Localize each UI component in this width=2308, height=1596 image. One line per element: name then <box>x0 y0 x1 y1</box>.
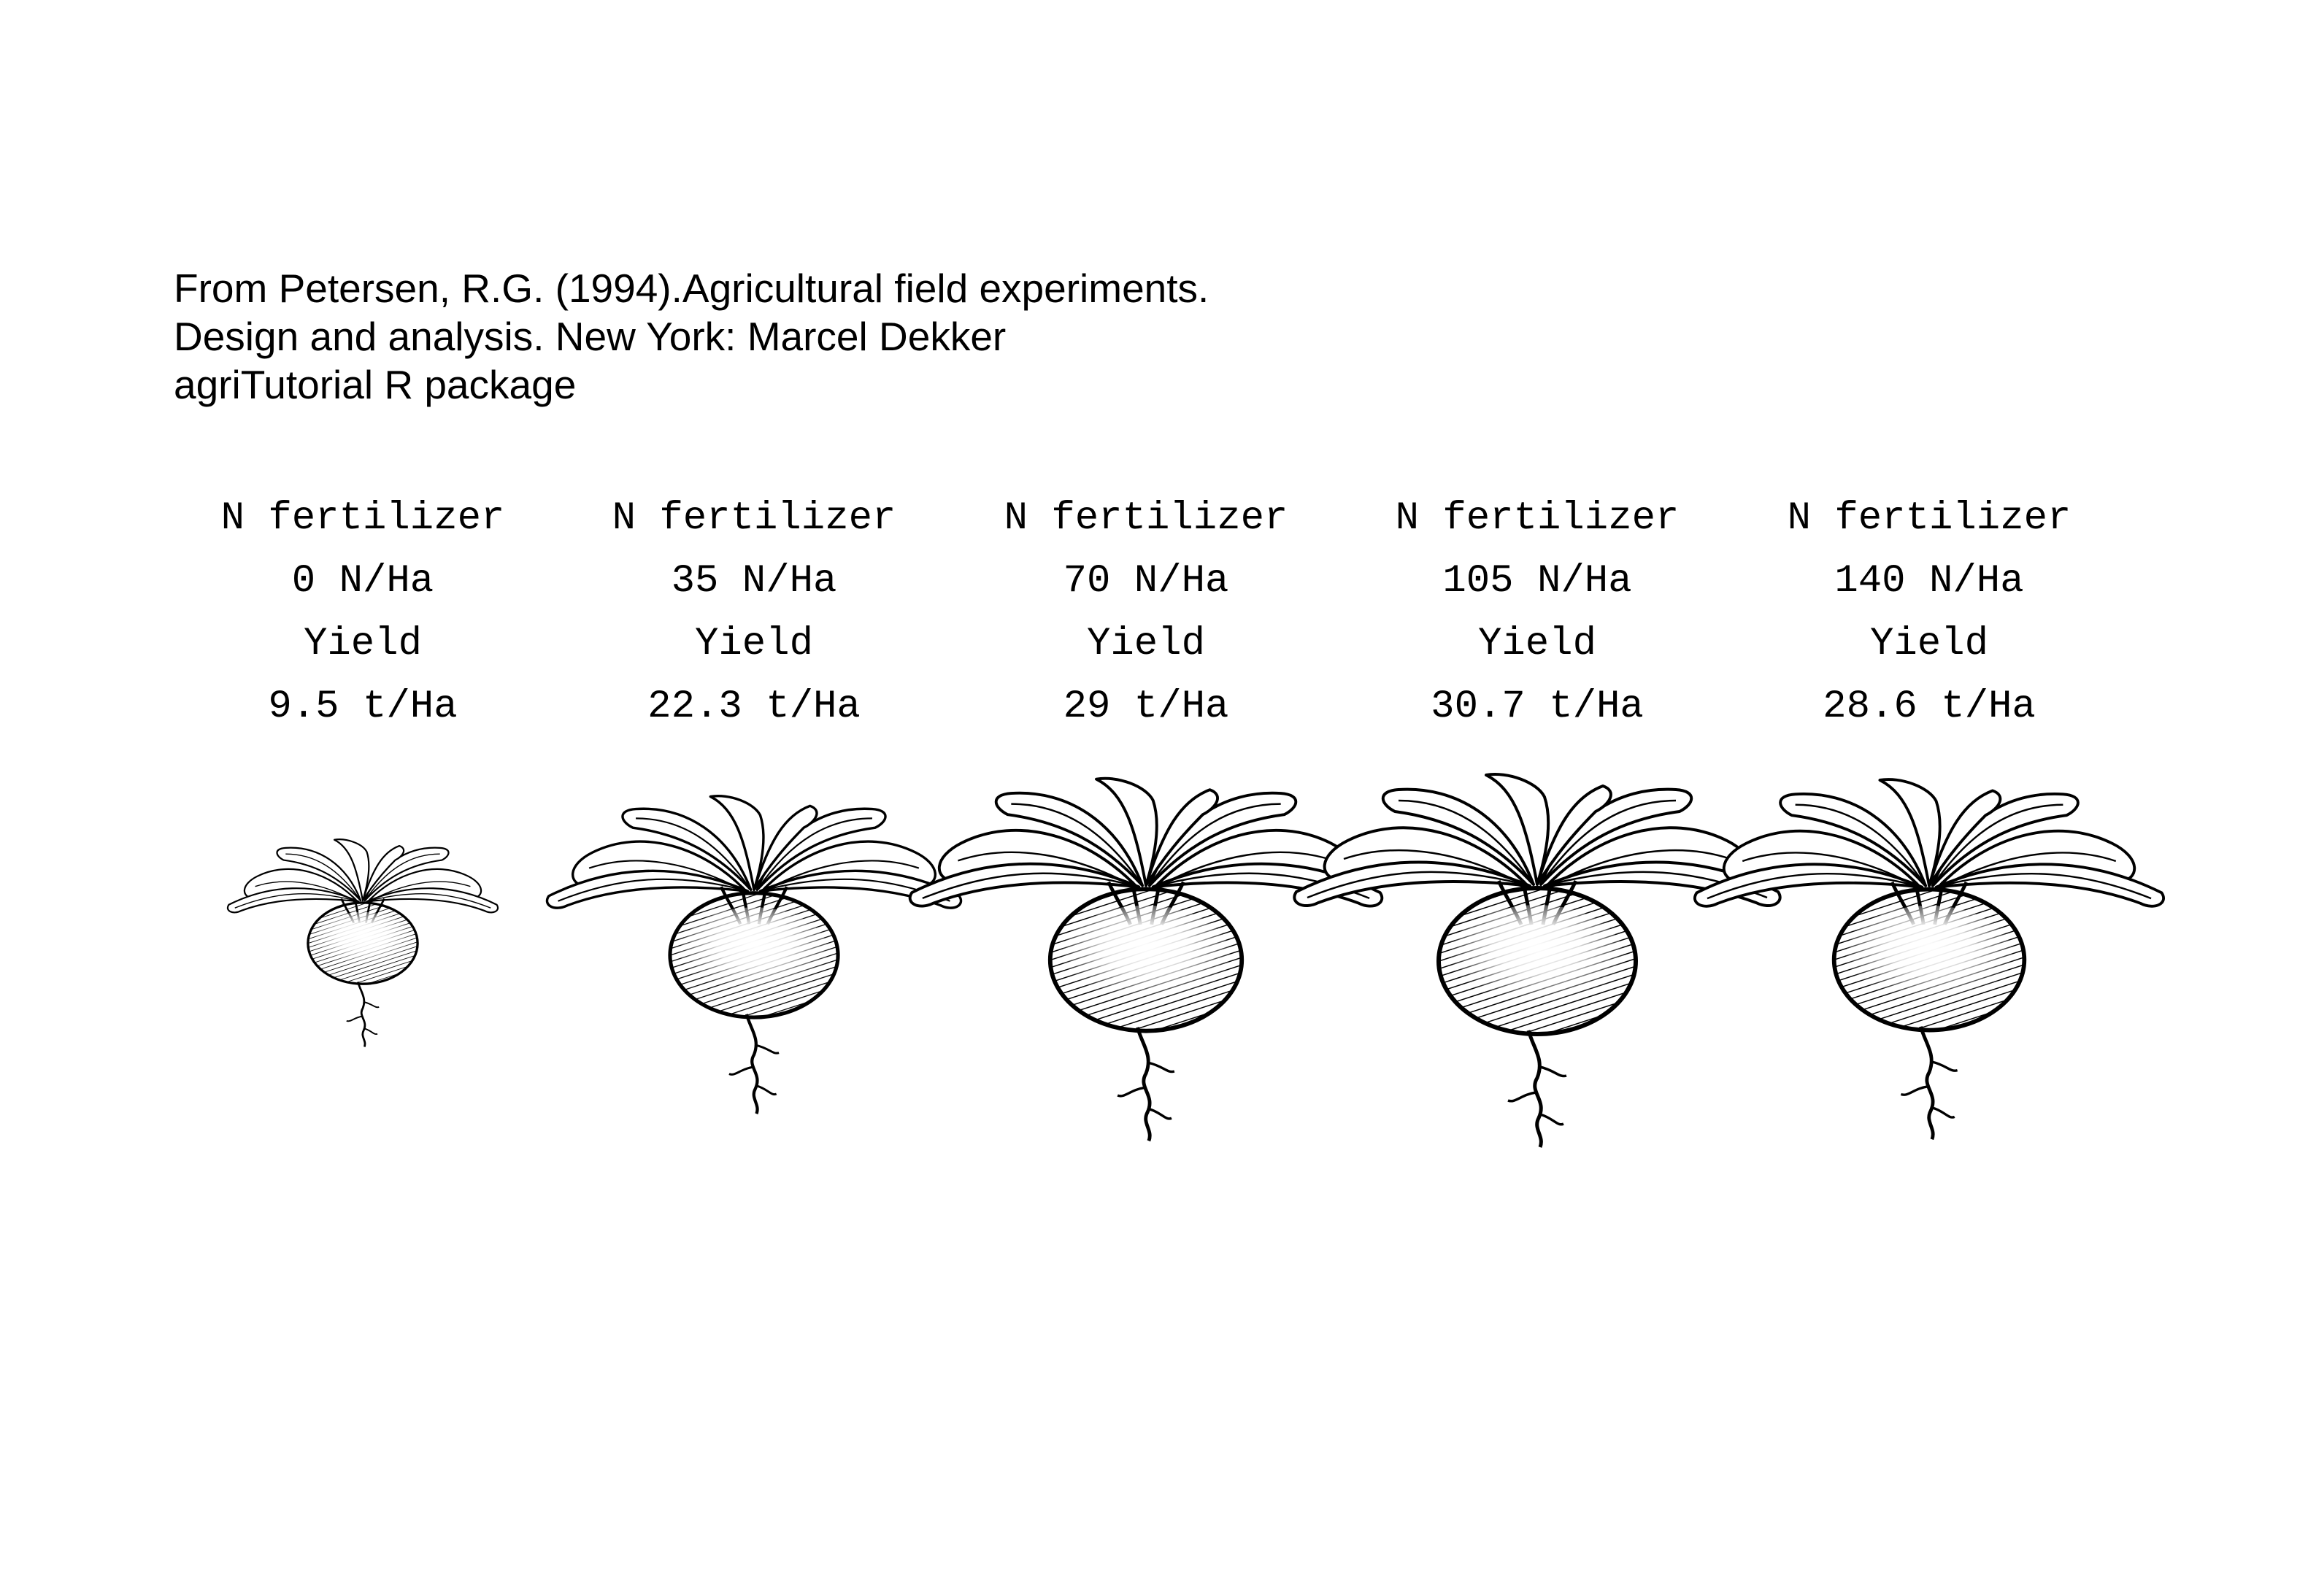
beet-leaf <box>758 869 963 909</box>
beet-leaf <box>1934 863 2165 908</box>
leaf-vein <box>1153 851 1334 890</box>
yield-value-label: 9.5 t/Ha <box>268 685 457 729</box>
beet-leaf <box>366 887 499 914</box>
beet-leaf <box>621 807 753 892</box>
leaf-vein <box>1343 849 1531 890</box>
beet-leaf <box>994 791 1145 887</box>
leaf-vein <box>958 851 1139 890</box>
beet-leaf <box>1145 788 1219 887</box>
beet-bulb-highlight <box>1451 905 1623 1007</box>
beet-rootlet <box>346 1001 380 1036</box>
beet-leaf <box>1293 860 1531 907</box>
fertilizer-heading: N fertilizer <box>1004 496 1288 541</box>
beet-leaf <box>361 844 405 902</box>
yield-value-label: 28.6 t/Ha <box>1823 685 2036 729</box>
beet-rootlet <box>1900 1060 1958 1119</box>
beet-icon <box>908 776 1384 1142</box>
beet-bulb-highlight <box>680 907 828 995</box>
leaf-vein <box>1398 799 1535 885</box>
beet-leaf <box>545 869 750 909</box>
leaf-vein <box>255 881 359 903</box>
leaf-vein <box>366 881 471 903</box>
beet-root <box>356 982 366 1047</box>
leaf-vein <box>1707 873 1923 900</box>
leaf-vein <box>366 893 491 909</box>
beet-icon <box>545 795 963 1114</box>
beet-icon <box>226 839 499 1047</box>
beet-leaf <box>1928 789 2002 887</box>
beet-rootlet <box>1117 1061 1175 1120</box>
yield-heading: Yield <box>1478 622 1596 666</box>
beet-leaf <box>1543 860 1782 907</box>
leaf-vein <box>364 853 440 901</box>
leaf-vein <box>1539 799 1677 885</box>
beet-leaf <box>1095 776 1158 887</box>
fertilizer-dose-label: 105 N/Ha <box>1442 559 1631 604</box>
beet-leaf <box>709 795 765 892</box>
leaf-vein <box>1148 803 1281 887</box>
leaf-vein <box>285 853 361 901</box>
fertilizer-heading: N fertilizer <box>1788 496 2072 541</box>
leaf-vein <box>922 872 1139 900</box>
leaf-vein <box>1544 849 1731 890</box>
beet-bulb-highlight <box>1846 905 2012 1004</box>
leaf-vein <box>1307 871 1531 899</box>
beet-leaf <box>1693 863 1924 908</box>
leaf-vein <box>588 860 748 894</box>
leaf-vein <box>760 860 920 894</box>
beet-bulb-highlight <box>1062 905 1230 1005</box>
beet-leaf <box>1878 778 1942 887</box>
beet-icon <box>1693 778 2165 1141</box>
leaf-vein <box>558 878 748 902</box>
beet-leaf <box>333 839 370 902</box>
fertilizer-dose-label: 0 N/Ha <box>292 559 434 604</box>
leaf-vein <box>1931 803 2063 887</box>
citation-line-1: From Petersen, R.G. (1994).Agricultural … <box>174 266 1209 311</box>
beet-rootlet <box>728 1044 780 1096</box>
beet-bulb-highlight <box>315 911 411 969</box>
fertilizer-dose-label: 35 N/Ha <box>672 559 837 604</box>
fertilizer-heading: N fertilizer <box>612 496 896 541</box>
leaf-vein <box>1936 852 2117 890</box>
beet-root <box>1135 1027 1152 1142</box>
beet-root <box>745 1014 759 1114</box>
fertilizer-heading: N fertilizer <box>221 496 505 541</box>
beet-leaf <box>226 887 360 914</box>
citation-line-3: agriTutorial R package <box>174 362 577 407</box>
beet-leaf <box>1151 862 1384 908</box>
leaf-vein <box>1936 873 2152 900</box>
beet-leaf <box>276 847 362 902</box>
yield-heading: Yield <box>695 622 813 666</box>
beet-leaf <box>1485 773 1550 886</box>
leaf-vein <box>1011 803 1144 887</box>
beet-leaf <box>1381 787 1535 886</box>
leaf-vein <box>756 817 872 890</box>
yield-heading: Yield <box>1870 622 1988 666</box>
beet-leaf <box>1779 792 1928 887</box>
leaf-vein <box>1795 803 1927 887</box>
citation-line-2: Design and analysis. New York: Marcel De… <box>174 314 1007 359</box>
beet-rootlet <box>1507 1065 1567 1126</box>
yield-value-label: 22.3 t/Ha <box>647 685 861 729</box>
leaf-vein <box>636 817 752 890</box>
beet-root <box>1526 1030 1543 1148</box>
beet-leaf <box>908 862 1141 908</box>
beet-root <box>1919 1026 1935 1141</box>
leaf-vein <box>234 893 359 909</box>
beet-leaf <box>1536 784 1612 886</box>
beet-leaf <box>753 804 818 892</box>
yield-value-label: 29 t/Ha <box>1063 685 1229 729</box>
fertilizer-dose-label: 70 N/Ha <box>1063 559 1229 604</box>
fertilizer-heading: N fertilizer <box>1396 496 1680 541</box>
beet-icon <box>1293 773 1782 1148</box>
source-citation: From Petersen, R.G. (1994).Agricultural … <box>174 264 1209 409</box>
fertilizer-dose-label: 140 N/Ha <box>1834 559 2023 604</box>
yield-value-label: 30.7 t/Ha <box>1431 685 1644 729</box>
leaf-vein <box>1742 852 1923 890</box>
yield-heading: Yield <box>1087 622 1205 666</box>
yield-heading: Yield <box>304 622 422 666</box>
